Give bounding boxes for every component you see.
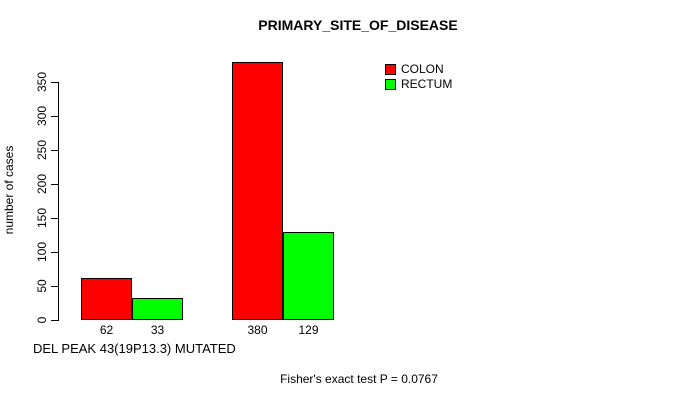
y-tick-label-0: 0 (35, 316, 49, 324)
y-tick-mark-250 (51, 150, 59, 151)
y-axis-title: number of cases (2, 145, 16, 235)
bar-value-label-colon-group-2: 380 (247, 323, 268, 337)
y-tick-mark-300 (51, 116, 59, 117)
bar-rectum-group-2 (283, 232, 334, 320)
y-tick-label-100: 100 (35, 241, 49, 263)
y-tick-mark-200 (51, 184, 59, 185)
bar-value-label-rectum-group-2: 129 (298, 323, 319, 337)
x-axis-title: DEL PEAK 43(19P13.3) MUTATED (33, 341, 236, 356)
colon-color-swatch (385, 63, 396, 75)
legend-item-rectum: RECTUM (385, 77, 453, 91)
bar-rectum-group-1 (132, 298, 183, 320)
bar-colon-group-1 (81, 278, 132, 320)
y-tick-label-350: 350 (35, 71, 49, 93)
y-tick-mark-350 (51, 82, 59, 83)
y-tick-mark-50 (51, 286, 59, 287)
y-tick-mark-100 (51, 252, 59, 253)
y-tick-mark-0 (51, 320, 59, 321)
y-axis-line (58, 82, 59, 321)
bar-value-label-rectum-group-1: 33 (150, 323, 165, 337)
legend-label-rectum: RECTUM (401, 77, 453, 91)
legend-item-colon: COLON (385, 62, 452, 76)
legend-label-colon: COLON (401, 62, 444, 76)
y-tick-label-200: 200 (35, 173, 49, 195)
chart-title: PRIMARY_SITE_OF_DISEASE (258, 17, 458, 33)
y-tick-label-250: 250 (35, 139, 49, 161)
legend: COLON RECTUM (385, 62, 453, 91)
y-tick-label-50: 50 (35, 279, 49, 293)
bar-colon-group-2 (232, 62, 283, 320)
y-tick-mark-150 (51, 218, 59, 219)
rectum-color-swatch (385, 78, 396, 90)
pvalue-annotation: Fisher's exact test P = 0.0767 (280, 372, 438, 386)
bar-value-label-colon-group-1: 62 (99, 323, 114, 337)
y-tick-label-300: 300 (35, 105, 49, 127)
y-tick-label-150: 150 (35, 207, 49, 229)
